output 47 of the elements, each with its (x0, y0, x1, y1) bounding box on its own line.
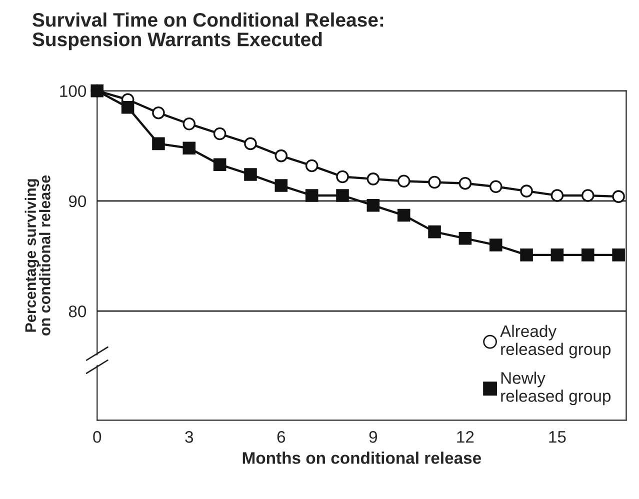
point (581, 248, 594, 262)
chart-title: Survival Time on Conditional Release: Suspension Warrants Executed (32, 12, 384, 50)
point (366, 198, 380, 212)
point (520, 184, 533, 198)
point (305, 189, 318, 202)
legend-label: Already released group (500, 324, 611, 358)
x-tick-label: 12 (457, 431, 474, 443)
point (428, 225, 441, 238)
point (336, 170, 349, 184)
point (489, 180, 502, 194)
point (550, 248, 564, 262)
point (397, 208, 410, 222)
y-tick-label: 90 (68, 195, 86, 208)
point (152, 137, 165, 150)
point (213, 158, 226, 172)
y-tick-label: 80 (68, 306, 86, 318)
point (244, 137, 257, 150)
point (305, 159, 318, 172)
legend-label: Newly released group (501, 372, 611, 406)
point (581, 189, 594, 202)
x-tick-label: 6 (277, 431, 286, 443)
point (612, 248, 625, 262)
point (489, 238, 502, 252)
point (213, 127, 226, 140)
point (458, 232, 472, 245)
point (520, 248, 533, 262)
point (458, 176, 472, 190)
point (274, 149, 288, 162)
point (182, 142, 196, 154)
point (152, 106, 165, 120)
point (336, 189, 349, 202)
point (550, 189, 564, 202)
point (244, 168, 257, 181)
x-tick-label: 3 (185, 431, 194, 443)
point (612, 190, 625, 203)
point (121, 100, 134, 114)
x-tick-label: 9 (369, 431, 378, 443)
x-axis-title: Months on conditional release (242, 452, 482, 464)
y-tick-label: 100 (60, 85, 86, 98)
point (397, 174, 410, 188)
x-tick-label: 0 (93, 431, 102, 443)
y-axis-title: Percentage surviving on conditional release (24, 175, 50, 336)
x-tick-label: 15 (549, 431, 566, 443)
point (182, 117, 196, 130)
point (366, 172, 380, 186)
point (428, 176, 441, 189)
point (274, 179, 288, 192)
